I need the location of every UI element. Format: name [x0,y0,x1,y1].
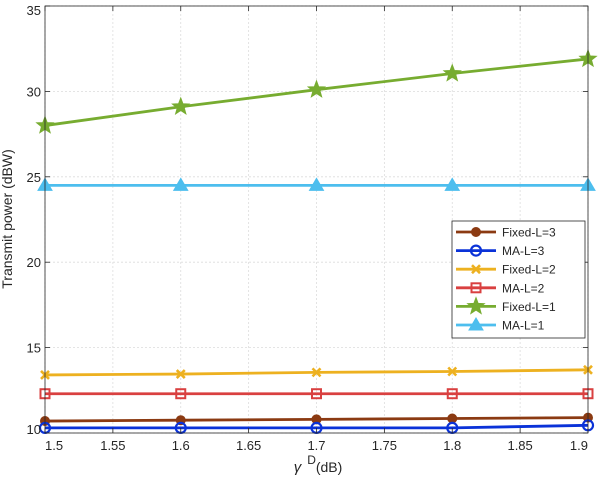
x-tick-label: 1.75 [372,438,397,453]
y-axis-label: Transmit power (dBW) [0,149,15,289]
x-tick-label: 1.55 [100,438,125,453]
legend-marker-ma-l-2 [470,282,482,294]
data-point-fixed-l-1 [442,63,462,82]
legend-label-fixed-l-2: Fixed-L=2 [502,263,556,277]
y-tick-label: 35 [27,3,41,18]
x-tick-label: 1.7 [307,438,325,453]
x-tick-label: 1.6 [172,438,190,453]
data-point-fixed-l-2 [447,366,458,377]
legend-label-ma-l-2: MA-L=2 [502,281,545,295]
data-point-ma-l-1 [308,177,325,191]
data-point-fixed-l-3 [447,413,458,424]
series-line-ma-l-3 [45,423,589,430]
y-tick-label: 30 [27,84,41,99]
x-axis-label-unit: (dB) [316,459,342,475]
legend-marker-fixed-l-1 [466,296,486,315]
data-point-ma-l-2 [175,388,187,400]
y-tick-label: 10 [27,422,41,437]
x-tick-label: 1.5 [45,438,63,453]
y-tick-label: 15 [27,341,41,356]
y-tick-label: 20 [27,255,41,270]
y-tick-label: 25 [27,170,41,185]
series-group [35,48,598,434]
legend-label-ma-l-3: MA-L=3 [502,244,545,258]
legend-marker-ma-l-1 [468,317,484,331]
legend-box [451,220,586,339]
legend-marker-ma-l-3 [469,244,483,257]
legend-label-fixed-l-3: Fixed-L=3 [502,226,556,240]
x-axis-ticks: 1.5 1.55 1.6 1.65 1.7 1.75 1.8 1.85 1.9 [44,6,589,453]
data-point-ma-l-2 [446,388,458,400]
y-axis-ticks: 10 15 20 25 30 35 [27,3,588,437]
x-tick-label: 1.85 [507,438,532,453]
x-tick-label: 1.8 [443,438,461,453]
x-axis-label: γ D(dB) [294,453,343,476]
legend-label-fixed-l-1: Fixed-L=1 [502,300,556,314]
x-tick-label: 1.65 [236,438,261,453]
data-point-fixed-l-2 [175,369,186,379]
data-point-ma-l-2 [311,388,322,400]
legend: Fixed-L=3 MA-L=3 Fixed-L=2 MA-L=2 Fixed-L=1 M… [451,220,586,339]
data-point-ma-l-1 [172,177,189,191]
series-ma-l-1 [37,177,596,191]
x-axis-label-gamma: γ [294,459,303,476]
legend-label-ma-l-1: MA-L=1 [502,319,545,333]
data-point-fixed-l-1 [171,96,191,115]
x-tick-label: 1.9 [570,438,588,453]
data-point-ma-l-1 [444,177,461,191]
legend-marker-fixed-l-2 [471,264,481,275]
data-point-fixed-l-1 [306,79,327,98]
data-point-fixed-l-2 [311,367,322,378]
legend-marker-fixed-l-3 [471,227,481,237]
x-axis-label-superscript: D [307,453,316,467]
